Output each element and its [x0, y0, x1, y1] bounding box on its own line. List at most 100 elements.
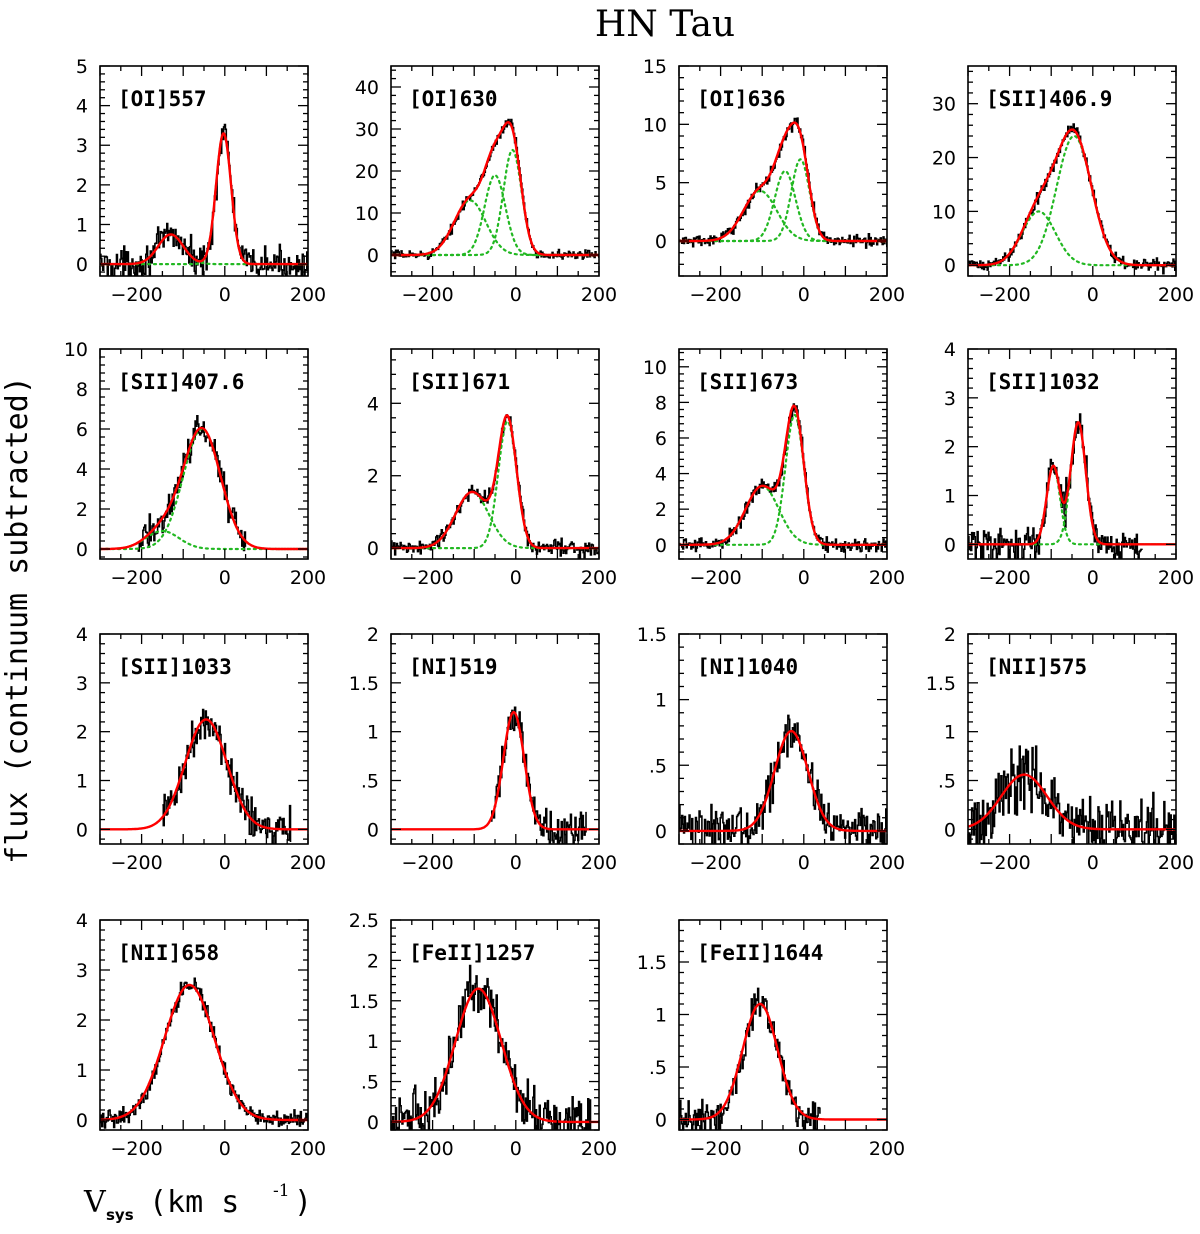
- panel-7-ytick-label: 2: [655, 499, 667, 521]
- panel-12: −200 0 200 0 .5 1 1.5 2 [NII]575: [926, 624, 1194, 874]
- panel-1-ytick-label: 5: [76, 56, 88, 78]
- panel-10-ytick-label: .5: [361, 771, 379, 793]
- panel-1-xtick-label: 200: [290, 284, 326, 306]
- panel-9: −200 0 200 0 1 2 3 4 [SII]1033: [76, 624, 326, 874]
- panel-2: −200 0 200 0 10 20 30 40 [OI]630: [355, 65, 617, 306]
- panel-8-xtick-label: −200: [979, 567, 1031, 589]
- panel-11-fit-line: [679, 729, 887, 833]
- panel-7: −200 0 200 0 2 4 6 8 10 [SII]673: [643, 348, 905, 589]
- panel-11-line-label: [NI]1040: [697, 655, 798, 679]
- panel-2-ytick-label: 10: [355, 203, 379, 225]
- panel-6-xtick-label: 0: [510, 567, 522, 589]
- panel-2-ytick-label: 30: [355, 119, 379, 141]
- panel-12-ytick-label: 1: [944, 722, 956, 744]
- panel-12-observed-spectrum: [968, 745, 1176, 844]
- panel-7-ytick-label: 10: [643, 357, 667, 379]
- panel-5-xtick-label: 0: [219, 567, 231, 589]
- panel-13-ytick-label: 4: [76, 910, 88, 932]
- panel-13-ytick-label: 2: [76, 1010, 88, 1032]
- panel-12-xtick-label: −200: [979, 852, 1031, 874]
- panel-9-ytick-label: 2: [76, 722, 88, 744]
- panel-6-ytick-label: 0: [367, 538, 379, 560]
- panel-14-ytick-label: 0: [367, 1112, 379, 1134]
- panel-5-xtick-label: 200: [290, 567, 326, 589]
- panel-7-ytick-label: 8: [655, 392, 667, 414]
- panel-7-ytick-label: 0: [655, 535, 667, 557]
- panel-13: −200 0 200 0 1 2 3 4 [NII]658: [76, 910, 326, 1160]
- panel-1-xtick-label: 0: [219, 284, 231, 306]
- panel-4-ytick-label: 30: [932, 94, 956, 116]
- panel-12-ytick-label: .5: [938, 771, 956, 793]
- panel-14-xtick-label: −200: [402, 1138, 454, 1160]
- panel-12-xtick-label: 0: [1087, 852, 1099, 874]
- panel-4-xtick-label: 200: [1158, 284, 1194, 306]
- panel-1-ytick-label: 3: [76, 135, 88, 157]
- panel-10-ytick-label: 1: [367, 722, 379, 744]
- panel-8-observed-spectrum: [968, 413, 1143, 559]
- panel-6-ytick-label: 2: [367, 466, 379, 488]
- panel-2-xtick-label: 200: [581, 284, 617, 306]
- panel-11-ytick-label: 1.5: [637, 624, 667, 646]
- panel-11-xtick-label: −200: [690, 852, 742, 874]
- panel-9-fit-line: [100, 718, 308, 831]
- panel-7-line-label: [SII]673: [697, 370, 798, 394]
- panel-14-xtick-label: 0: [510, 1138, 522, 1160]
- panel-2-line-label: [OI]630: [409, 87, 498, 111]
- panel-3-ytick-label: 15: [643, 56, 667, 78]
- panel-7-xtick-label: 200: [869, 567, 905, 589]
- panel-8-ytick-label: 2: [944, 437, 956, 459]
- panel-8-ytick-label: 3: [944, 388, 956, 410]
- panel-14: −200 0 200 0 .5 1 1.5 2 2.5 [FeII]1257: [349, 910, 617, 1160]
- panel-2-ytick-label: 20: [355, 161, 379, 183]
- panel-10-xtick-label: −200: [402, 852, 454, 874]
- panel-3-xtick-label: 0: [798, 284, 810, 306]
- panel-4-line-label: [SII]406.9: [986, 87, 1112, 111]
- panel-6: −200 0 200 0 2 4 [SII]671: [367, 348, 617, 589]
- panel-4-ytick-label: 0: [944, 255, 956, 277]
- panel-9-ytick-label: 3: [76, 673, 88, 695]
- panel-10-line-label: [NI]519: [409, 655, 498, 679]
- panel-1-ytick-label: 0: [76, 254, 88, 276]
- panel-1: −200 0 200 0 1 2 3 4 5 [OI]557: [76, 56, 326, 306]
- panel-7-ytick-label: 6: [655, 428, 667, 450]
- panel-15-ytick-label: .5: [649, 1057, 667, 1079]
- panel-1-xtick-label: −200: [111, 284, 163, 306]
- panel-15-ytick-label: 1: [655, 1005, 667, 1027]
- panel-12-xtick-label: 200: [1158, 852, 1194, 874]
- panel-4-fit-line: [968, 128, 1176, 267]
- panel-10-fit-line: [391, 711, 599, 831]
- panel-15-line-label: [FeII]1644: [697, 941, 823, 965]
- panel-10-ytick-label: 0: [367, 819, 379, 841]
- panel-15: −200 0 200 0 .5 1 1.5 [FeII]1644: [637, 919, 905, 1160]
- panel-14-ytick-label: .5: [361, 1072, 379, 1094]
- panel-4-ytick-label: 20: [932, 148, 956, 170]
- panel-13-ytick-label: 1: [76, 1060, 88, 1082]
- panel-14-xtick-label: 200: [581, 1138, 617, 1160]
- panel-4-xtick-label: 0: [1087, 284, 1099, 306]
- panel-4-xtick-label: −200: [979, 284, 1031, 306]
- panel-9-line-label: [SII]1033: [118, 655, 232, 679]
- panel-14-line-label: [FeII]1257: [409, 941, 535, 965]
- panel-7-ytick-label: 4: [655, 464, 667, 486]
- panel-11-ytick-label: 1: [655, 690, 667, 712]
- panel-6-xtick-label: 200: [581, 567, 617, 589]
- panel-14-ytick-label: 2: [367, 950, 379, 972]
- panel-6-line-label: [SII]671: [409, 370, 510, 394]
- panel-7-fit-line: [679, 404, 887, 546]
- panel-13-line-label: [NII]658: [118, 941, 219, 965]
- panel-3-fit-line: [679, 121, 887, 243]
- panel-15-xtick-label: 0: [798, 1138, 810, 1160]
- panel-11-xtick-label: 0: [798, 852, 810, 874]
- panel-7-xtick-label: 0: [798, 567, 810, 589]
- panel-9-ytick-label: 4: [76, 624, 88, 646]
- panel-12-line-label: [NII]575: [986, 655, 1087, 679]
- panel-5-line-label: [SII]407.6: [118, 370, 244, 394]
- panel-15-ytick-label: 1.5: [637, 952, 667, 974]
- panel-3-ytick-label: 0: [655, 231, 667, 253]
- x-axis-label-units: (km s: [149, 1185, 239, 1220]
- panel-11-xtick-label: 200: [869, 852, 905, 874]
- panel-11-ytick-label: 0: [655, 821, 667, 843]
- panel-8-ytick-label: 4: [944, 339, 956, 361]
- panel-6-ytick-label: 4: [367, 393, 379, 415]
